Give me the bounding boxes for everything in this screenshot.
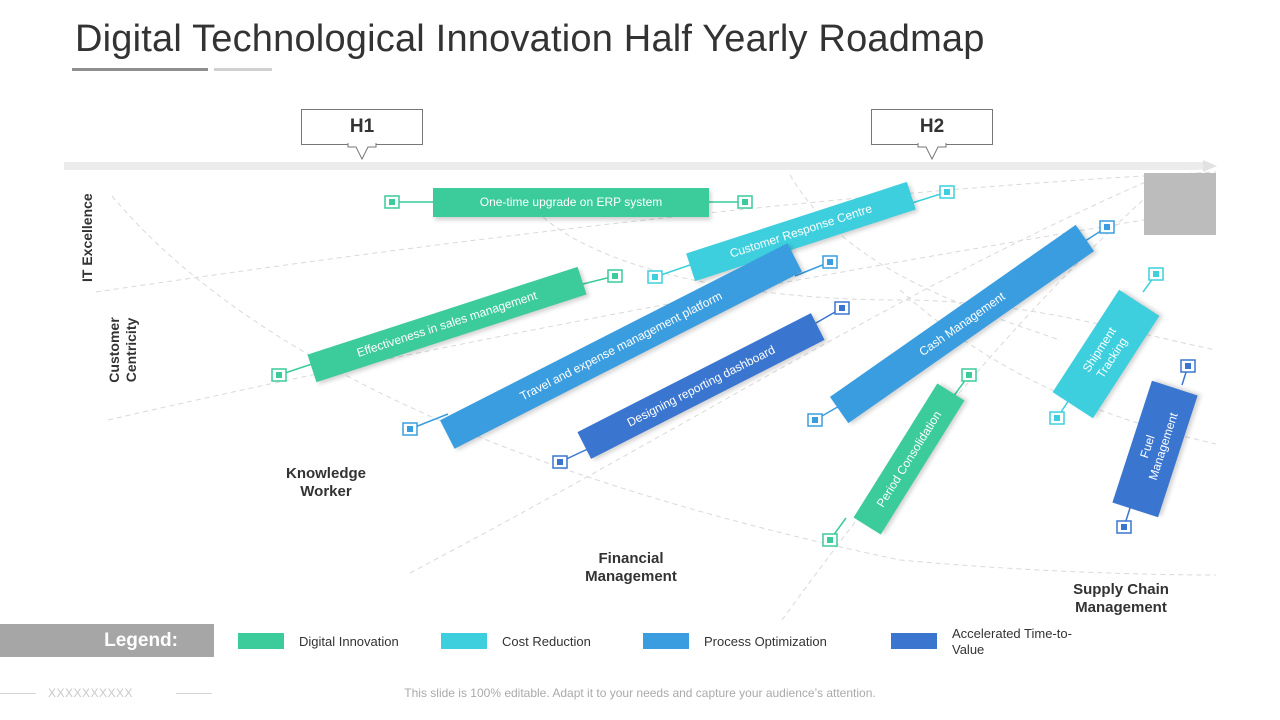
- zone-supply-chain-management: Supply Chain Management: [1073, 581, 1169, 616]
- connector-marker-dot: [407, 426, 413, 432]
- initiative-erp-upgrade: One-time upgrade on ERP system: [433, 188, 709, 217]
- legend-title-box: Legend:: [0, 624, 214, 657]
- h2-callout: H2: [871, 109, 993, 145]
- zone-knowledge-worker: Knowledge Worker: [285, 465, 366, 500]
- corner-placeholder-box: [1144, 173, 1216, 235]
- connector-marker-dot: [1104, 224, 1110, 230]
- connector-marker-dot: [812, 417, 818, 423]
- connector-marker-dot: [1121, 524, 1127, 530]
- legend-swatch-process-optimization: [643, 633, 689, 649]
- title-underline: [72, 68, 208, 71]
- h2-label: H2: [919, 116, 945, 137]
- title-underline-accent: [214, 68, 272, 71]
- h1-label: H1: [349, 116, 375, 137]
- connector-marker-dot: [827, 259, 833, 265]
- zone-financial-management: Financial Management: [585, 550, 677, 585]
- legend-swatch-cost-reduction: [441, 633, 487, 649]
- footer-note: This slide is 100% editable. Adapt it to…: [404, 686, 876, 700]
- footer-placeholder: XXXXXXXXXX: [48, 686, 134, 700]
- legend-label-accelerated-time-to-value: Accelerated Time-to-Value: [952, 626, 1072, 657]
- legend-swatch-accelerated-time-to-value: [891, 633, 937, 649]
- timeline-arrow-icon: [1203, 160, 1217, 172]
- connector-marker-dot: [276, 372, 282, 378]
- initiative-label: One-time upgrade on ERP system: [479, 195, 663, 209]
- connector-marker-dot: [944, 189, 950, 195]
- connector-marker-dot: [389, 199, 395, 205]
- legend-label-cost-reduction: Cost Reduction: [502, 634, 591, 649]
- connector-marker-dot: [1054, 415, 1060, 421]
- connector-marker-dot: [839, 305, 845, 311]
- footer-divider-left: [0, 693, 36, 694]
- legend-label-process-optimization: Process Optimization: [704, 634, 827, 649]
- h1-callout: H1: [301, 109, 423, 145]
- connector-marker-dot: [1185, 363, 1191, 369]
- page-title: Digital Technological Innovation Half Ye…: [75, 18, 985, 60]
- footer-divider-right: [176, 693, 212, 694]
- connector-marker-dot: [742, 199, 748, 205]
- h1-pointer-icon: [347, 143, 377, 161]
- connector-marker-dot: [1153, 271, 1159, 277]
- timeline-bar: [64, 162, 1206, 170]
- legend-title: Legend:: [104, 630, 178, 651]
- legend-swatch-digital-innovation: [238, 633, 284, 649]
- connector-marker-dot: [557, 459, 563, 465]
- h2-pointer-icon: [917, 143, 947, 161]
- connector-marker-dot: [827, 537, 833, 543]
- connector-marker-dot: [966, 372, 972, 378]
- legend-label-digital-innovation: Digital Innovation: [299, 634, 399, 649]
- connector-marker-dot: [652, 274, 658, 280]
- connector-marker-dot: [612, 273, 618, 279]
